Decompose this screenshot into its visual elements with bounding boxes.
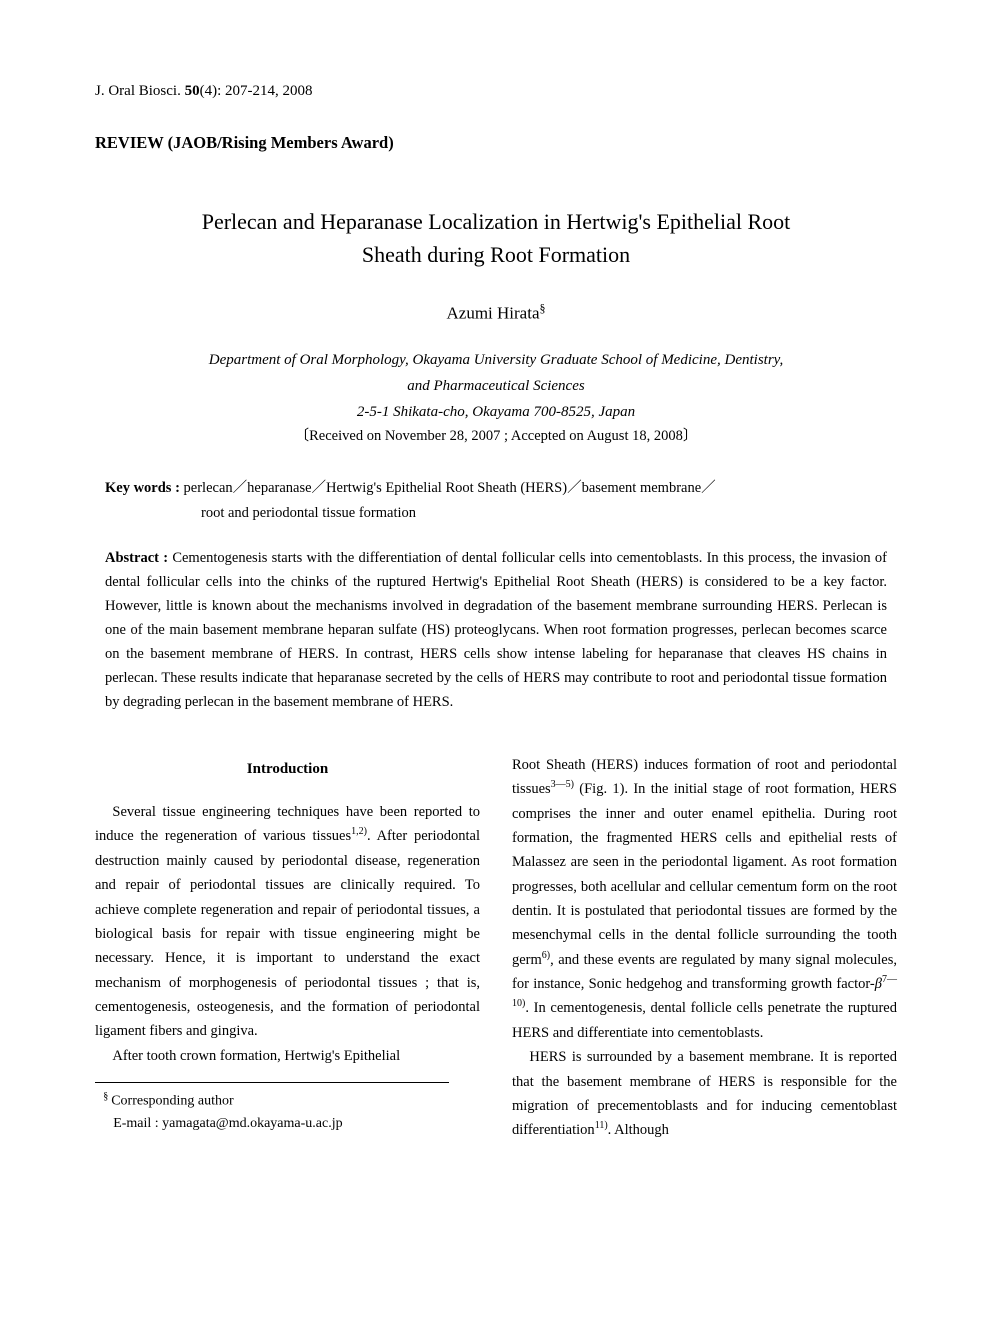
col2-p1-b: (Fig. 1). In the initial stage of root f… (512, 781, 897, 968)
keywords-line-2: root and periodontal tissue formation (105, 501, 897, 526)
paper-title: Perlecan and Heparanase Localization in … (95, 205, 897, 271)
footnote-line-1: Corresponding author (111, 1094, 233, 1109)
footnote-line-2: E-mail : yamagata@md.okayama-u.ac.jp (113, 1116, 342, 1131)
affiliation-line-1: Department of Oral Morphology, Okayama U… (95, 348, 897, 372)
col1-para-1: Several tissue engineering techniques ha… (95, 800, 480, 1044)
keywords-label: Key words : (105, 480, 180, 496)
affiliation-line-2: and Pharmaceutical Sciences (95, 374, 897, 398)
footnote: §Corresponding author E-mail : yamagata@… (95, 1089, 480, 1135)
journal-volume: 50 (185, 83, 200, 99)
title-line-1: Perlecan and Heparanase Localization in … (202, 209, 791, 234)
col1-p1-b: . After periodontal destruction mainly c… (95, 828, 480, 1039)
author-name: Azumi Hirata (447, 304, 540, 323)
abstract: Abstract : Cementogenesis starts with th… (95, 547, 897, 714)
col2-para-1: Root Sheath (HERS) induces formation of … (512, 753, 897, 1045)
col2-p1-d: . In cementogenesis, dental follicle cel… (512, 1000, 897, 1040)
journal-header: J. Oral Biosci. 50(4): 207-214, 2008 (95, 80, 897, 103)
title-line-2: Sheath during Root Formation (362, 242, 630, 267)
affiliation-line-3: 2-5-1 Shikata-cho, Okayama 700-8525, Jap… (95, 400, 897, 424)
col1-p1-sup1: 1,2) (351, 827, 367, 838)
received-date: 〔Received on November 28, 2007 ; Accepte… (95, 426, 897, 448)
author: Azumi Hirata§ (95, 299, 897, 326)
col2-para-2: HERS is surrounded by a basement membran… (512, 1045, 897, 1142)
body-columns: Introduction Several tissue engineering … (95, 753, 897, 1143)
col2-p1-sup1: 3—5) (551, 779, 574, 790)
col2-p1-greek: β (875, 976, 882, 992)
abstract-label: Abstract : (105, 550, 168, 566)
intro-heading: Introduction (95, 757, 480, 782)
column-left: Introduction Several tissue engineering … (95, 753, 480, 1143)
column-right: Root Sheath (HERS) induces formation of … (512, 753, 897, 1143)
keywords-line-1: perlecan／heparanase／Hertwig's Epithelial… (180, 480, 716, 496)
col2-p2-sup1: 11) (595, 1120, 608, 1131)
review-label: REVIEW (JAOB/Rising Members Award) (95, 131, 897, 156)
footnote-rule (95, 1082, 449, 1083)
col2-p1-c: , and these events are regulated by many… (512, 952, 897, 992)
journal-pages: : 207-214, 2008 (217, 83, 312, 99)
col1-para-2: After tooth crown formation, Hertwig's E… (95, 1044, 480, 1068)
col2-p2-a: HERS is surrounded by a basement membran… (512, 1049, 897, 1138)
footnote-mark: § (103, 1091, 108, 1102)
author-mark: § (540, 301, 546, 315)
journal-name: J. Oral Biosci. (95, 83, 181, 99)
col2-p1-sup2: 6) (542, 950, 550, 961)
journal-issue: (4) (200, 83, 218, 99)
abstract-text: Cementogenesis starts with the different… (105, 550, 887, 710)
col2-p2-b: . Although (608, 1122, 669, 1138)
keywords: Key words : perlecan／heparanase／Hertwig'… (95, 476, 897, 525)
